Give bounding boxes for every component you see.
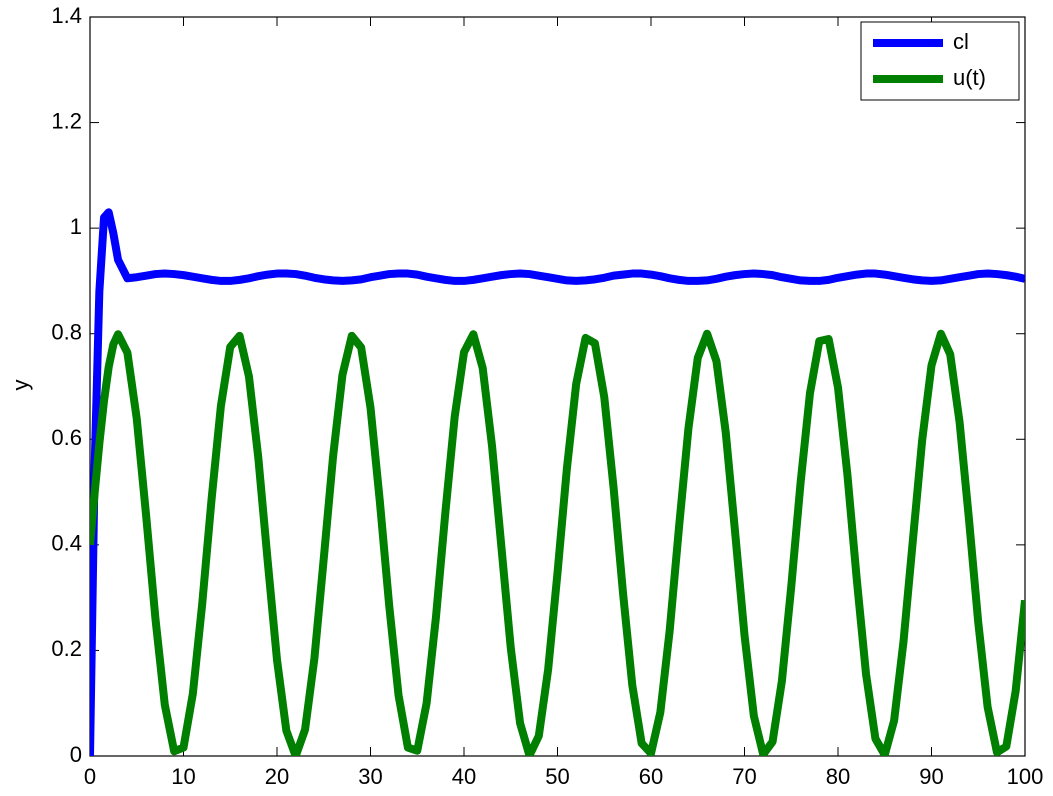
- series-line: [90, 208, 1025, 756]
- x-tick-label: 60: [639, 764, 663, 789]
- y-tick-label: 0.8: [51, 320, 82, 345]
- x-tick-label: 80: [826, 764, 850, 789]
- y-tick-label: 1.4: [51, 3, 82, 28]
- y-tick-label: 0: [70, 742, 82, 767]
- x-tick-label: 70: [732, 764, 756, 789]
- y-tick-label: 0.2: [51, 636, 82, 661]
- x-tick-label: 40: [452, 764, 476, 789]
- y-tick-label: 0.6: [51, 425, 82, 450]
- y-tick-label: 1: [70, 214, 82, 239]
- legend-label: u(t): [953, 65, 986, 90]
- x-tick-label: 20: [265, 764, 289, 789]
- x-tick-label: 30: [358, 764, 382, 789]
- legend-box: [860, 21, 1020, 101]
- legend-label: cl: [953, 29, 969, 54]
- x-tick-label: 100: [1007, 764, 1044, 789]
- y-tick-label: 1.2: [51, 108, 82, 133]
- x-tick-label: 90: [919, 764, 943, 789]
- plot-area: [89, 16, 1026, 757]
- x-tick-label: 10: [171, 764, 195, 789]
- x-tick-label: 50: [545, 764, 569, 789]
- y-tick-label: 0.4: [51, 531, 82, 556]
- x-tick-label: 0: [84, 764, 96, 789]
- series-line: [90, 329, 1025, 756]
- y-axis-label: y: [8, 380, 33, 391]
